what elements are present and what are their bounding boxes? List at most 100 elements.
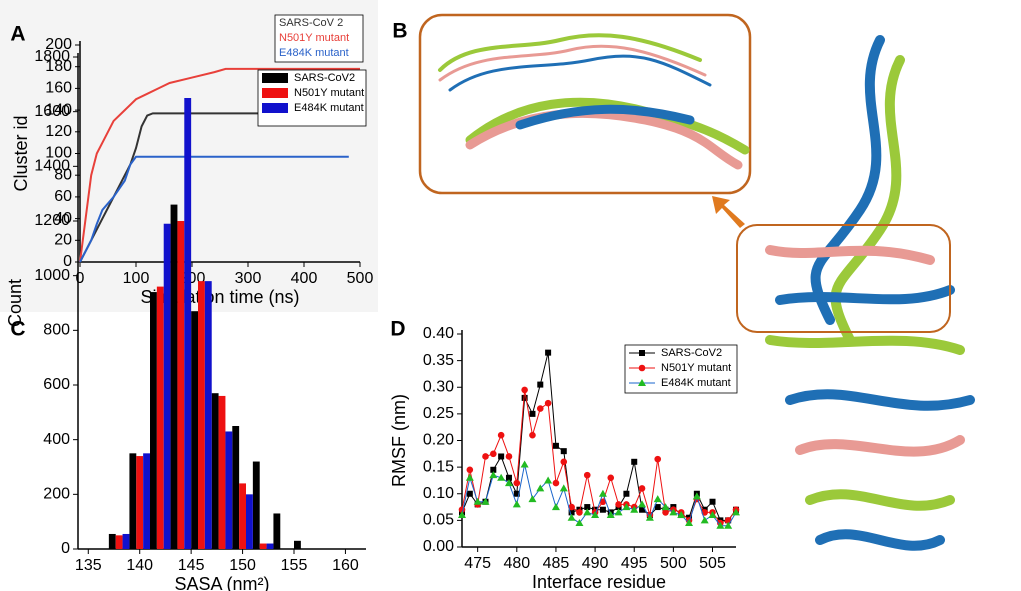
y-tick-label: 0.35 [423, 352, 454, 369]
x-tick-label: 490 [582, 555, 609, 572]
y-tick-label: 1400 [34, 158, 70, 175]
bar [108, 533, 116, 549]
bar [266, 543, 274, 549]
marker [631, 458, 638, 465]
marker [520, 460, 529, 468]
x-tick-label: 480 [503, 555, 530, 572]
panel-label: D [390, 318, 405, 341]
marker [568, 503, 575, 511]
x-tick-label: 135 [75, 557, 102, 574]
marker [692, 492, 701, 500]
marker [504, 479, 513, 487]
bar [150, 292, 157, 549]
y-tick-label: 40 [54, 210, 72, 227]
y-tick-label: 200 [43, 486, 70, 503]
y-tick-label: 0.15 [423, 458, 454, 475]
legend-label: E484K mutant [661, 377, 731, 389]
x-tick-label: 400 [291, 270, 318, 287]
bar [170, 204, 178, 549]
marker [598, 489, 607, 497]
marker [599, 498, 607, 506]
y-tick-label: 140 [45, 101, 72, 118]
marker [685, 519, 694, 527]
series-line [79, 155, 349, 263]
bar [177, 221, 185, 549]
marker [521, 394, 528, 401]
y-tick-label: 1000 [34, 267, 70, 284]
legend-swatch [262, 73, 288, 83]
x-tick-label: 495 [621, 555, 648, 572]
y-tick-label: 200 [45, 36, 72, 53]
marker [607, 474, 615, 482]
marker [512, 500, 521, 508]
legend-marker [638, 379, 646, 386]
marker [567, 513, 576, 521]
panel-label: A [10, 23, 25, 46]
marker [700, 516, 709, 524]
bar [204, 281, 212, 549]
zoom-region [736, 224, 951, 333]
structure-illustration [418, 13, 975, 551]
legend-marker [638, 364, 646, 372]
plot: 475 480 485 490 495 500 505 0.00 0.05 0.10 0.15 0.2… [389, 325, 740, 591]
y-tick-label: 0 [63, 253, 72, 270]
y-tick-label: 80 [54, 166, 72, 183]
bar [115, 535, 123, 549]
y-tick-label: 20 [54, 232, 72, 249]
marker [466, 466, 474, 474]
marker [724, 521, 733, 529]
bar [122, 533, 130, 549]
marker [599, 506, 606, 513]
zoom-arrow [712, 196, 745, 228]
marker [716, 521, 725, 529]
marker [537, 381, 544, 388]
marker [513, 479, 521, 487]
legend-label: SARS-CoV 2 [279, 17, 343, 29]
bar [218, 395, 226, 549]
marker [536, 484, 545, 492]
marker [568, 509, 575, 516]
marker [498, 453, 505, 460]
marker [732, 508, 740, 516]
y-axis-title: Cluster id [11, 115, 31, 191]
marker [505, 453, 513, 460]
marker [552, 442, 559, 449]
marker [622, 503, 631, 511]
bar [136, 456, 144, 549]
y-tick-label: 0.25 [423, 405, 454, 422]
marker [513, 490, 520, 497]
bar [143, 453, 150, 549]
panel-label: B [392, 20, 407, 43]
marker [497, 473, 506, 481]
marker [662, 509, 669, 516]
marker [583, 471, 591, 479]
marker [482, 453, 489, 460]
x-tick-label: 505 [699, 555, 726, 572]
marker [544, 476, 553, 484]
x-tick-label: 500 [347, 270, 374, 287]
marker [466, 490, 473, 497]
marker [551, 503, 560, 511]
x-axis-title: SASA (nm²) [174, 574, 269, 591]
zoom-ribbons [438, 33, 750, 170]
marker [623, 490, 630, 497]
y-tick-label: 0 [61, 540, 70, 557]
y-tick-label: 100 [45, 145, 72, 162]
y-tick-label: 400 [43, 431, 70, 448]
marker [638, 485, 646, 492]
bar [211, 393, 219, 549]
x-tick-label: 100 [123, 270, 150, 287]
x-tick-label: 500 [660, 555, 687, 572]
x-tick-label: 155 [281, 557, 308, 574]
y-tick-label: 0.00 [423, 538, 454, 555]
marker [490, 466, 497, 473]
marker [536, 405, 544, 412]
marker [465, 473, 474, 481]
series-line [79, 67, 360, 263]
legend-marker [639, 350, 645, 356]
legend-label: N501Y mutant [661, 362, 731, 374]
x-tick-label: 0 [76, 270, 85, 287]
marker [497, 431, 505, 439]
y-axis-title: RMSF (nm) [389, 394, 409, 487]
y-tick-label: 1600 [34, 103, 70, 120]
